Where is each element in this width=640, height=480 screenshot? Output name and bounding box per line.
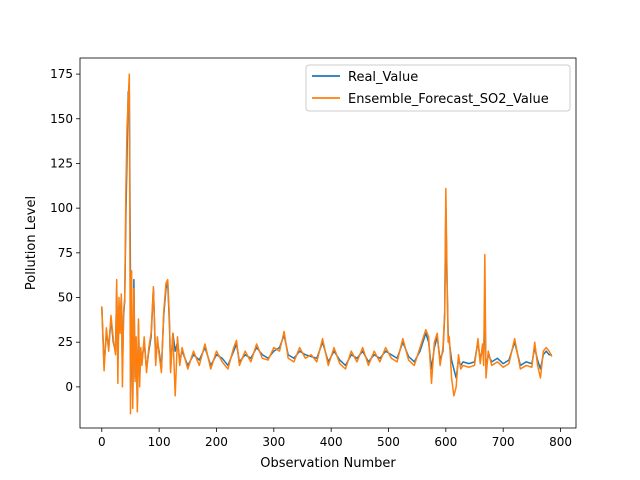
y-tick-label: 50: [58, 291, 73, 305]
x-axis-label: Observation Number: [260, 456, 396, 471]
series-lines: [101, 73, 553, 415]
legend-box: [305, 64, 571, 112]
y-tick-label: 75: [58, 246, 73, 260]
y-tick-label: 100: [50, 201, 73, 215]
y-tick-label: 125: [50, 156, 73, 170]
x-tick-label: 600: [434, 435, 457, 449]
x-tick-label: 500: [377, 435, 400, 449]
y-tick-label: 0: [65, 380, 73, 394]
x-tick-label: 200: [205, 435, 228, 449]
legend: Real_Value Ensemble_Forecast_SO2_Value: [305, 64, 571, 112]
x-axis: 0 100 200 300 400 500 600 700 800: [98, 428, 572, 449]
y-tick-label: 150: [50, 112, 73, 126]
legend-label-1: Real_Value: [348, 70, 418, 85]
series-line-2: [101, 73, 553, 415]
legend-label-2: Ensemble_Forecast_SO2_Value: [348, 92, 549, 107]
x-tick-label: 800: [549, 435, 572, 449]
y-axis-label: Pollution Level: [24, 196, 39, 290]
x-tick-label: 300: [262, 435, 285, 449]
y-axis: 0 25 50 75 100 125 150 175: [50, 67, 80, 394]
x-tick-label: 400: [320, 435, 343, 449]
x-tick-label: 100: [148, 435, 171, 449]
x-tick-label: 0: [98, 435, 106, 449]
x-tick-label: 700: [492, 435, 515, 449]
y-tick-label: 175: [50, 67, 73, 81]
plot-area-frame: [79, 57, 577, 429]
y-tick-label: 25: [58, 335, 73, 349]
